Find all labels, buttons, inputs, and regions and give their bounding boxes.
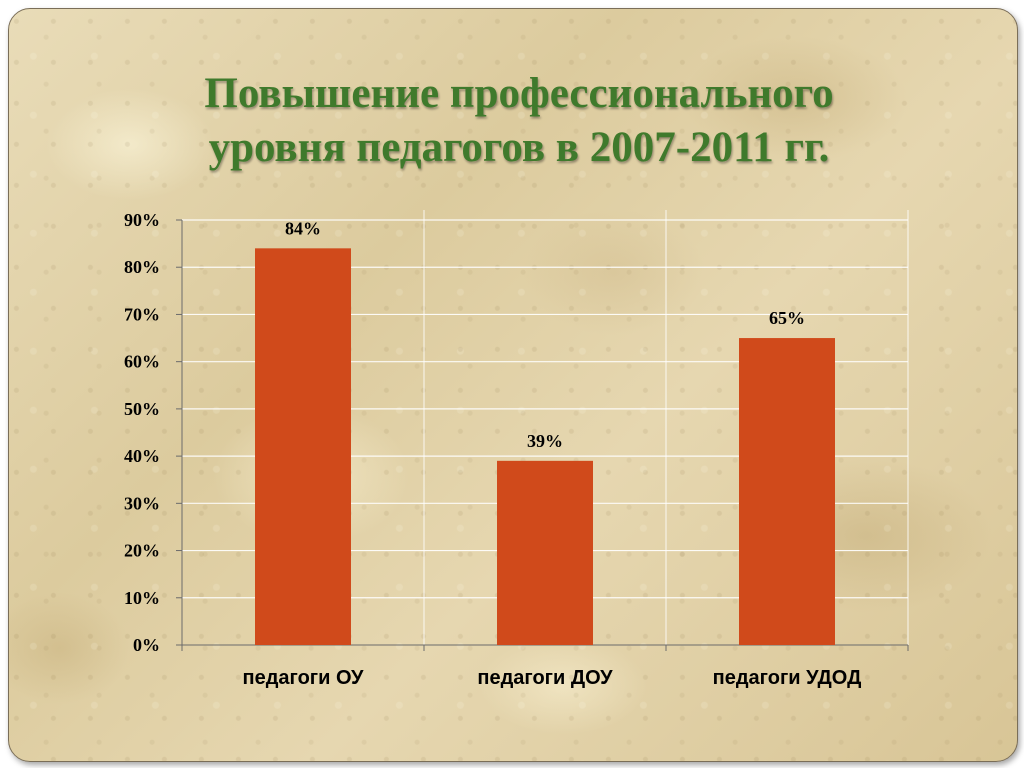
bar	[497, 460, 593, 645]
y-tick-label: 50%	[124, 399, 160, 419]
data-label: 39%	[527, 431, 563, 451]
y-tick-label: 0%	[133, 635, 160, 655]
data-label: 65%	[769, 308, 805, 328]
category-label: педагоги ОУ	[243, 667, 365, 689]
title-line-1: Повышение профессионального	[204, 70, 834, 117]
y-tick-label: 40%	[124, 446, 160, 466]
y-tick-label: 30%	[124, 493, 160, 513]
slide-title: Повышение профессионального уровня педаг…	[99, 67, 939, 175]
bar	[739, 338, 835, 645]
bars	[255, 248, 835, 646]
x-axis	[181, 644, 909, 651]
title-line-2: уровня педагогов в 2007-2011 гг.	[208, 124, 830, 171]
y-axis: 0% 10% 20% 30% 40% 50% 60% 70% 80% 90%	[124, 210, 183, 655]
y-tick-label: 70%	[124, 304, 160, 324]
y-tick-label: 20%	[124, 541, 160, 561]
y-tick-label: 60%	[124, 352, 160, 372]
y-tick-label: 90%	[124, 210, 160, 230]
category-label: педагоги ДОУ	[477, 667, 613, 689]
category-label: педагоги УДОД	[713, 667, 862, 689]
data-label: 84%	[285, 218, 321, 238]
data-labels: 84% 39% 65%	[285, 218, 805, 451]
y-tick-label: 80%	[124, 257, 160, 277]
y-tick-label: 10%	[124, 588, 160, 608]
bar	[255, 248, 351, 646]
category-labels: педагоги ОУ педагоги ДОУ педагоги УДОД	[243, 667, 862, 689]
